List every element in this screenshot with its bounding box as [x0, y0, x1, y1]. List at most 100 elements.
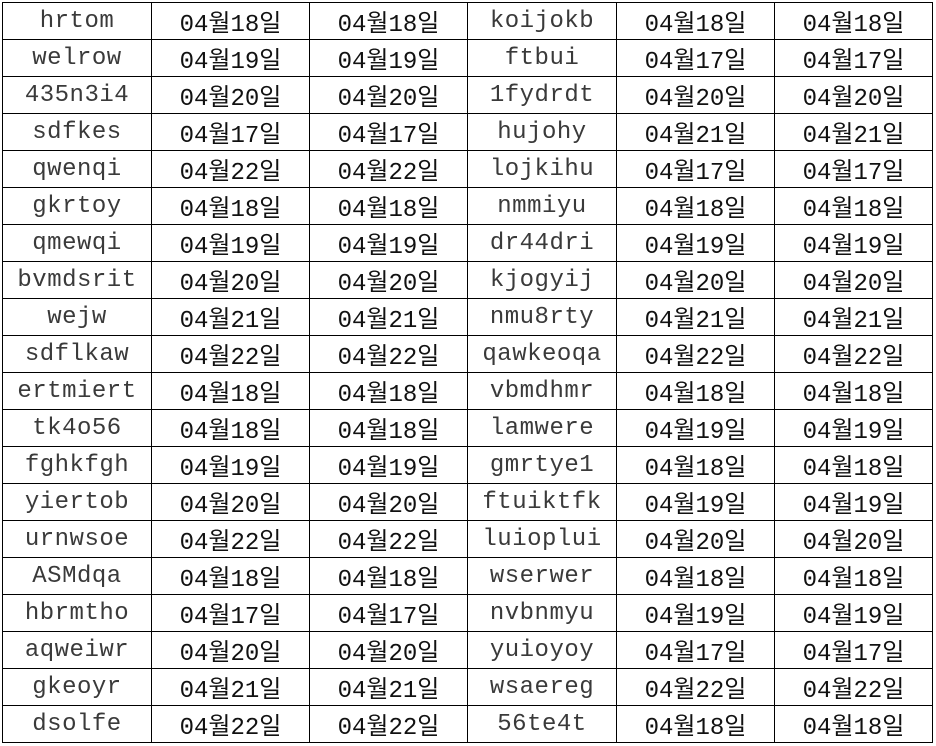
- name-cell[interactable]: ftbui: [467, 39, 617, 77]
- date-cell[interactable]: 04월17일: [616, 39, 775, 77]
- date-cell[interactable]: 04월19일: [616, 409, 775, 447]
- name-cell[interactable]: ertmiert: [2, 372, 152, 410]
- name-cell[interactable]: dr44dri: [467, 224, 617, 262]
- name-cell[interactable]: 56te4t: [467, 705, 617, 743]
- date-cell[interactable]: 04월17일: [151, 594, 310, 632]
- date-cell[interactable]: 04월18일: [616, 705, 775, 743]
- date-cell[interactable]: 04월19일: [774, 483, 933, 521]
- date-cell[interactable]: 04월19일: [774, 594, 933, 632]
- date-cell[interactable]: 04월20일: [309, 483, 468, 521]
- name-cell[interactable]: qmewqi: [2, 224, 152, 262]
- name-cell[interactable]: sdflkaw: [2, 335, 152, 373]
- name-cell[interactable]: qawkeoqa: [467, 335, 617, 373]
- date-cell[interactable]: 04월21일: [309, 668, 468, 706]
- date-cell[interactable]: 04월18일: [616, 557, 775, 595]
- name-cell[interactable]: gkrtoy: [2, 187, 152, 225]
- date-cell[interactable]: 04월21일: [616, 298, 775, 336]
- date-cell[interactable]: 04월19일: [309, 446, 468, 484]
- date-cell[interactable]: 04월19일: [774, 409, 933, 447]
- date-cell[interactable]: 04월20일: [774, 76, 933, 114]
- date-cell[interactable]: 04월20일: [309, 261, 468, 299]
- date-cell[interactable]: 04월20일: [616, 520, 775, 558]
- date-cell[interactable]: 04월21일: [151, 298, 310, 336]
- date-cell[interactable]: 04월18일: [151, 2, 310, 40]
- name-cell[interactable]: lojkihu: [467, 150, 617, 188]
- name-cell[interactable]: wejw: [2, 298, 152, 336]
- date-cell[interactable]: 04월19일: [151, 446, 310, 484]
- date-cell[interactable]: 04월18일: [309, 187, 468, 225]
- date-cell[interactable]: 04월22일: [616, 335, 775, 373]
- name-cell[interactable]: aqweiwr: [2, 631, 152, 669]
- name-cell[interactable]: qwenqi: [2, 150, 152, 188]
- date-cell[interactable]: 04월20일: [309, 76, 468, 114]
- name-cell[interactable]: urnwsoe: [2, 520, 152, 558]
- name-cell[interactable]: lamwere: [467, 409, 617, 447]
- date-cell[interactable]: 04월18일: [309, 557, 468, 595]
- date-cell[interactable]: 04월17일: [774, 39, 933, 77]
- date-cell[interactable]: 04월22일: [309, 150, 468, 188]
- name-cell[interactable]: hrtom: [2, 2, 152, 40]
- date-cell[interactable]: 04월17일: [774, 631, 933, 669]
- date-cell[interactable]: 04월20일: [774, 520, 933, 558]
- name-cell[interactable]: yuioyoy: [467, 631, 617, 669]
- date-cell[interactable]: 04월18일: [774, 2, 933, 40]
- date-cell[interactable]: 04월18일: [309, 409, 468, 447]
- date-cell[interactable]: 04월18일: [616, 2, 775, 40]
- name-cell[interactable]: nmu8rty: [467, 298, 617, 336]
- date-cell[interactable]: 04월22일: [774, 668, 933, 706]
- date-cell[interactable]: 04월18일: [309, 372, 468, 410]
- date-cell[interactable]: 04월18일: [774, 557, 933, 595]
- date-cell[interactable]: 04월19일: [616, 483, 775, 521]
- date-cell[interactable]: 04월19일: [616, 594, 775, 632]
- date-cell[interactable]: 04월22일: [151, 150, 310, 188]
- date-cell[interactable]: 04월18일: [151, 557, 310, 595]
- name-cell[interactable]: sdfkes: [2, 113, 152, 151]
- name-cell[interactable]: hbrmtho: [2, 594, 152, 632]
- name-cell[interactable]: fghkfgh: [2, 446, 152, 484]
- date-cell[interactable]: 04월18일: [309, 2, 468, 40]
- date-cell[interactable]: 04월17일: [616, 631, 775, 669]
- date-cell[interactable]: 04월22일: [151, 520, 310, 558]
- name-cell[interactable]: nmmiyu: [467, 187, 617, 225]
- date-cell[interactable]: 04월19일: [151, 224, 310, 262]
- name-cell[interactable]: 435n3i4: [2, 76, 152, 114]
- date-cell[interactable]: 04월18일: [774, 705, 933, 743]
- date-cell[interactable]: 04월22일: [309, 520, 468, 558]
- date-cell[interactable]: 04월22일: [616, 668, 775, 706]
- date-cell[interactable]: 04월19일: [616, 224, 775, 262]
- date-cell[interactable]: 04월17일: [309, 594, 468, 632]
- name-cell[interactable]: bvmdsrit: [2, 261, 152, 299]
- date-cell[interactable]: 04월22일: [151, 705, 310, 743]
- date-cell[interactable]: 04월20일: [616, 76, 775, 114]
- date-cell[interactable]: 04월18일: [151, 409, 310, 447]
- date-cell[interactable]: 04월20일: [309, 631, 468, 669]
- date-cell[interactable]: 04월20일: [151, 261, 310, 299]
- date-cell[interactable]: 04월22일: [309, 705, 468, 743]
- date-cell[interactable]: 04월21일: [774, 113, 933, 151]
- name-cell[interactable]: welrow: [2, 39, 152, 77]
- name-cell[interactable]: vbmdhmr: [467, 372, 617, 410]
- name-cell[interactable]: wserwer: [467, 557, 617, 595]
- name-cell[interactable]: ASMdqa: [2, 557, 152, 595]
- name-cell[interactable]: wsaereg: [467, 668, 617, 706]
- date-cell[interactable]: 04월22일: [309, 335, 468, 373]
- date-cell[interactable]: 04월17일: [151, 113, 310, 151]
- date-cell[interactable]: 04월17일: [309, 113, 468, 151]
- date-cell[interactable]: 04월17일: [774, 150, 933, 188]
- name-cell[interactable]: yiertob: [2, 483, 152, 521]
- date-cell[interactable]: 04월17일: [616, 150, 775, 188]
- date-cell[interactable]: 04월19일: [309, 224, 468, 262]
- date-cell[interactable]: 04월21일: [616, 113, 775, 151]
- date-cell[interactable]: 04월20일: [616, 261, 775, 299]
- date-cell[interactable]: 04월21일: [309, 298, 468, 336]
- name-cell[interactable]: dsolfe: [2, 705, 152, 743]
- name-cell[interactable]: gkeoyr: [2, 668, 152, 706]
- name-cell[interactable]: kjogyij: [467, 261, 617, 299]
- date-cell[interactable]: 04월18일: [774, 187, 933, 225]
- date-cell[interactable]: 04월21일: [151, 668, 310, 706]
- name-cell[interactable]: koijokb: [467, 2, 617, 40]
- date-cell[interactable]: 04월18일: [151, 187, 310, 225]
- name-cell[interactable]: luioplui: [467, 520, 617, 558]
- date-cell[interactable]: 04월20일: [151, 76, 310, 114]
- date-cell[interactable]: 04월21일: [774, 298, 933, 336]
